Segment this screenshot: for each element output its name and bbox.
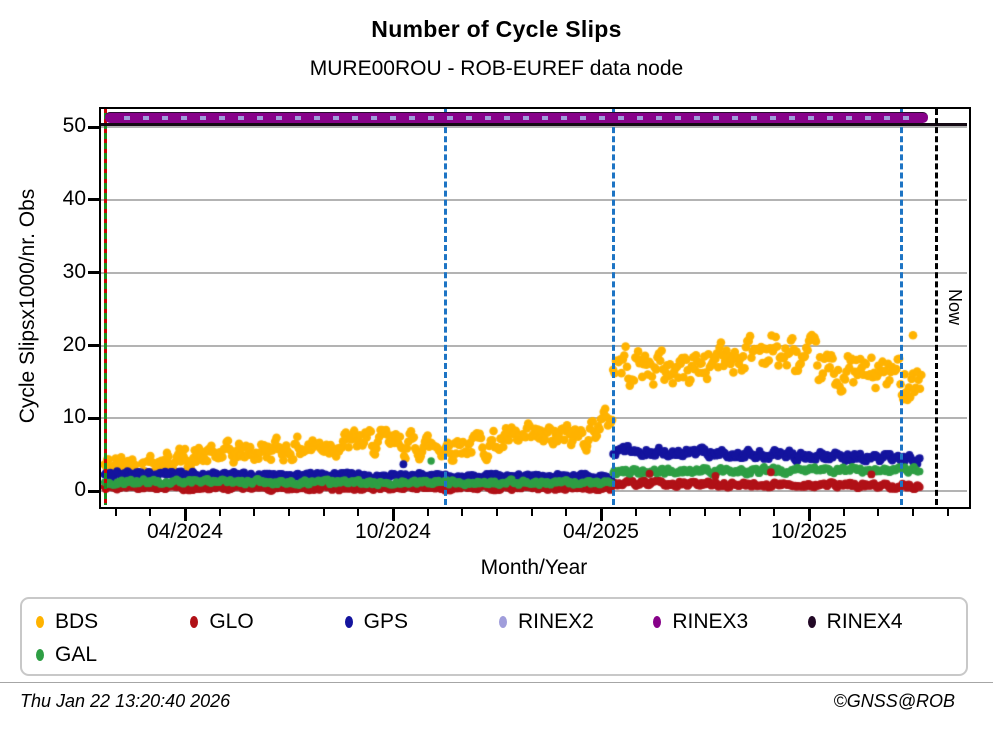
x-axis-title: Month/Year <box>480 556 588 579</box>
x-minor-tick <box>218 509 221 516</box>
x-minor-tick <box>357 509 360 516</box>
legend-label: RINEX4 <box>826 609 903 633</box>
rinex4-marker-icon <box>807 615 816 628</box>
legend-label: GLO <box>209 609 254 633</box>
event-line <box>899 109 903 505</box>
rinex2-dashes <box>110 116 922 120</box>
x-minor-tick <box>496 509 498 516</box>
start-event-line <box>103 109 107 505</box>
now-line <box>935 109 939 505</box>
x-tick-label: 04/2025 <box>563 520 639 543</box>
y-tick-label: 30 <box>62 259 86 283</box>
x-minor-tick <box>322 509 325 516</box>
y-tick-mark <box>88 416 99 420</box>
now-label: Now <box>945 288 965 326</box>
y-tick-mark <box>88 125 99 129</box>
x-tick-label: 10/2025 <box>771 520 847 543</box>
y-tick-mark <box>88 489 99 493</box>
x-major-tick <box>391 509 395 521</box>
legend-item-glo: GLO <box>190 610 344 634</box>
y-axis-title: Cycle Slipsx1000/nr. Obs <box>16 189 40 424</box>
x-minor-tick <box>530 509 533 516</box>
rinex-band <box>104 112 928 123</box>
event-line <box>611 109 615 505</box>
event-line <box>443 109 447 505</box>
legend-item-gal: GAL <box>36 643 190 667</box>
y-tick-label: 50 <box>62 114 86 138</box>
x-minor-tick <box>704 509 706 516</box>
y-axis-title-text: Cycle Slipsx1000/nr. Obs <box>16 188 39 424</box>
x-minor-tick <box>565 509 568 516</box>
legend-item-bds: BDS <box>36 610 190 634</box>
x-minor-tick <box>912 509 914 516</box>
chart-title: Number of Cycle Slips <box>371 16 622 42</box>
x-tick-label: 04/2024 <box>147 520 223 543</box>
x-major-tick <box>807 509 811 521</box>
x-minor-tick <box>114 509 117 516</box>
x-minor-tick <box>842 509 845 516</box>
chart-subtitle: MURE00ROU - ROB-EUREF data node <box>309 57 684 80</box>
bds-marker-icon <box>36 615 44 628</box>
legend-label: RINEX2 <box>517 609 594 633</box>
legend-item-gps: GPS <box>344 609 499 634</box>
x-minor-tick <box>877 509 880 516</box>
x-minor-tick <box>426 509 429 516</box>
x-major-tick <box>183 509 187 521</box>
footer-credit: ©GNSS@ROB <box>833 691 955 711</box>
x-minor-tick <box>946 509 949 516</box>
legend-label: GPS <box>363 609 409 633</box>
legend-item-rinex4: RINEX4 <box>807 609 962 634</box>
gal-marker-icon <box>36 648 44 661</box>
y-tick-label: 10 <box>62 405 86 429</box>
y-tick-label: 0 <box>74 478 86 502</box>
x-minor-tick <box>634 509 637 516</box>
legend-box: BDS GLO GPS RINEX2 RINEX3 RINEX4 GAL <box>20 597 968 676</box>
y-tick-label: 20 <box>62 332 86 356</box>
legend-item-rinex2: RINEX2 <box>498 609 653 634</box>
y-tick-mark <box>88 271 99 275</box>
x-minor-tick <box>461 509 464 516</box>
y-tick-mark <box>88 344 99 348</box>
x-minor-tick <box>253 509 256 516</box>
rinex4-threshold-line <box>101 123 967 126</box>
legend-label: RINEX3 <box>672 609 749 633</box>
legend-item-rinex3: RINEX3 <box>653 610 807 634</box>
footer-divider <box>0 682 993 683</box>
x-minor-tick <box>149 509 152 516</box>
rinex2-marker-icon <box>498 615 507 628</box>
y-tick-mark <box>88 198 99 202</box>
x-minor-tick <box>773 509 776 516</box>
rinex3-marker-icon <box>653 615 662 628</box>
x-tick-label: 10/2024 <box>355 520 431 543</box>
glo-marker-icon <box>190 615 199 628</box>
y-tick-label: 40 <box>62 186 86 210</box>
footer-timestamp: Thu Jan 22 13:20:40 2026 <box>20 691 231 711</box>
scatter-points-canvas <box>101 109 969 507</box>
legend-label: GAL <box>55 642 98 666</box>
x-minor-tick <box>288 509 290 516</box>
gps-marker-icon <box>344 615 353 628</box>
x-major-tick <box>599 509 603 521</box>
x-minor-tick <box>669 509 672 516</box>
x-minor-tick <box>738 509 741 516</box>
legend-label: BDS <box>55 609 99 633</box>
